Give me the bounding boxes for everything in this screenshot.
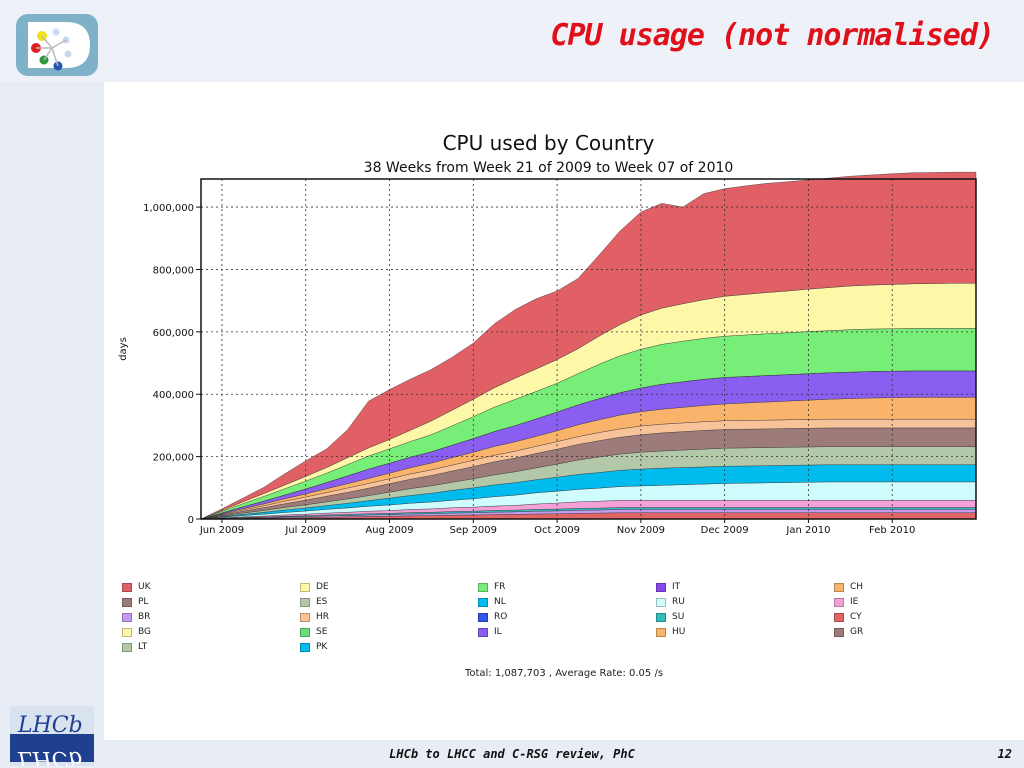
- legend-swatch: [300, 597, 310, 607]
- chart-total: Total: 1,087,703 , Average Rate: 0.05 /s: [464, 668, 664, 679]
- legend-label: CH: [850, 582, 864, 592]
- legend-label: LT: [138, 642, 148, 652]
- x-tick-label: Aug 2009: [365, 525, 413, 536]
- y-tick-label: 0: [188, 515, 194, 526]
- x-tick-label: Nov 2009: [617, 525, 665, 536]
- legend-item-ru: RU: [656, 595, 685, 609]
- lhcb-logo-reflection: LHCb: [17, 746, 83, 766]
- legend-swatch: [122, 597, 132, 607]
- legend-swatch: [656, 627, 666, 637]
- legend-item-lt: LT: [122, 640, 147, 654]
- legend-item-ch: CH: [834, 580, 863, 594]
- slide-title: CPU usage (not normalised): [550, 18, 995, 53]
- legend-label: GR: [850, 627, 864, 637]
- x-tick-label: Jul 2009: [284, 525, 326, 536]
- legend-label: FR: [494, 582, 506, 592]
- legend-swatch: [656, 582, 666, 592]
- chart-title: CPU used by Country: [443, 131, 655, 155]
- legend-swatch: [656, 612, 666, 622]
- legend-label: HU: [672, 627, 686, 637]
- legend-item-ro: RO: [478, 610, 507, 624]
- legend-label: IE: [850, 597, 859, 607]
- left-rail: [0, 82, 104, 742]
- legend-item-uk: UK: [122, 580, 151, 594]
- plot-frame: [200, 178, 977, 520]
- lhcb-logo-text: LHCb: [17, 713, 83, 738]
- legend-item-gr: GR: [834, 625, 863, 639]
- legend-label: BR: [138, 612, 151, 622]
- chart-subtitle: 38 Weeks from Week 21 of 2009 to Week 07…: [364, 160, 734, 176]
- legend-item-fr: FR: [478, 580, 505, 594]
- y-tick-label: 800,000: [153, 265, 194, 276]
- legend-label: PK: [316, 642, 328, 652]
- legend-item-de: DE: [300, 580, 329, 594]
- legend-label: CY: [850, 612, 862, 622]
- legend-swatch: [300, 612, 310, 622]
- x-tick-label: Dec 2009: [701, 525, 749, 536]
- legend-label: ES: [316, 597, 328, 607]
- legend-item-se: SE: [300, 625, 327, 639]
- legend-item-it: IT: [656, 580, 680, 594]
- legend-label: PL: [138, 597, 149, 607]
- legend-swatch: [478, 627, 488, 637]
- dirac-logo-icon: [16, 14, 98, 76]
- footer-text: LHCb to LHCC and C-RSG review, PhC: [389, 747, 635, 761]
- x-tick-label: Jun 2009: [199, 525, 244, 536]
- y-tick-label: 600,000: [153, 328, 194, 339]
- x-tick-label: Jan 2010: [785, 525, 830, 536]
- legend-label: RO: [494, 612, 508, 622]
- legend-swatch: [478, 612, 488, 622]
- legend-swatch: [834, 612, 844, 622]
- x-tick-label: Feb 2010: [869, 525, 915, 536]
- y-axis-label: days: [118, 337, 129, 361]
- legend-item-pl: PL: [122, 595, 148, 609]
- cpu-area-chart: CPU used by Country 38 Weeks from Week 21…: [118, 131, 977, 536]
- legend-item-nl: NL: [478, 595, 506, 609]
- legend-label: BG: [138, 627, 151, 637]
- legend-swatch: [300, 582, 310, 592]
- slide-footer: [0, 740, 1024, 768]
- y-tick-label: 1,000,000: [143, 203, 194, 214]
- legend-label: RU: [672, 597, 685, 607]
- legend-swatch: [834, 627, 844, 637]
- legend-label: IT: [672, 582, 681, 592]
- legend-item-hr: HR: [300, 610, 329, 624]
- legend-item-hu: HU: [656, 625, 685, 639]
- y-tick-label: 200,000: [153, 453, 194, 464]
- legend-swatch: [478, 597, 488, 607]
- legend-swatch: [122, 642, 132, 652]
- legend-item-cy: CY: [834, 610, 862, 624]
- legend-item-ie: IE: [834, 595, 858, 609]
- x-tick-label: Oct 2009: [534, 525, 580, 536]
- legend-item-bg: BG: [122, 625, 151, 639]
- legend-item-br: BR: [122, 610, 150, 624]
- legend-label: SE: [316, 627, 328, 637]
- legend-swatch: [834, 582, 844, 592]
- legend-item-es: ES: [300, 595, 327, 609]
- legend-swatch: [122, 582, 132, 592]
- legend-label: UK: [138, 582, 151, 592]
- legend-label: NL: [494, 597, 506, 607]
- page-number: 12: [997, 747, 1012, 761]
- legend-label: HR: [316, 612, 330, 622]
- lhcb-logo-icon: LHCb LHCb: [10, 706, 94, 766]
- legend-swatch: [122, 627, 132, 637]
- legend-swatch: [478, 582, 488, 592]
- legend-swatch: [300, 627, 310, 637]
- legend-swatch: [300, 642, 310, 652]
- legend-swatch: [656, 597, 666, 607]
- legend-label: SU: [672, 612, 685, 622]
- legend-swatch: [834, 597, 844, 607]
- legend-label: DE: [316, 582, 329, 592]
- legend-swatch: [122, 612, 132, 622]
- y-tick-label: 400,000: [153, 390, 194, 401]
- legend-item-su: SU: [656, 610, 684, 624]
- legend-item-il: IL: [478, 625, 502, 639]
- legend-item-pk: PK: [300, 640, 327, 654]
- slide-header: [0, 0, 1024, 82]
- legend-label: IL: [494, 627, 502, 637]
- x-tick-label: Sep 2009: [450, 525, 497, 536]
